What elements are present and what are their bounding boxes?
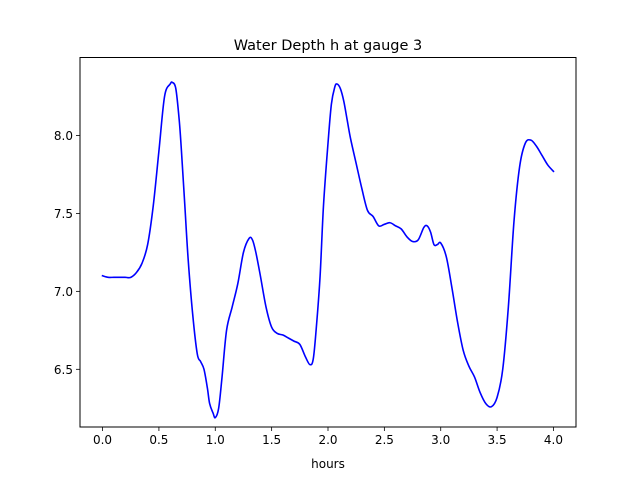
x-tick-label: 2.5 — [375, 433, 394, 447]
y-tick-label: 6.5 — [54, 363, 73, 377]
x-tick-label: 1.0 — [206, 433, 225, 447]
plot-frame — [79, 57, 577, 428]
y-tick-label: 7.5 — [54, 207, 73, 221]
x-tick-label: 3.0 — [431, 433, 450, 447]
x-tick-label: 3.5 — [488, 433, 507, 447]
x-tick-label: 1.5 — [262, 433, 281, 447]
y-tick-label: 7.0 — [54, 285, 73, 299]
plot-content — [101, 81, 555, 419]
series-line — [101, 81, 555, 419]
x-axis-ticks: 0.0 0.5 1.0 1.5 2.0 2.5 3.0 3.5 4.0 — [93, 427, 563, 447]
chart-title: Water Depth h at gauge 3 — [234, 38, 422, 54]
x-tick-label: 0.0 — [93, 433, 112, 447]
y-tick-label: 8.0 — [54, 129, 73, 143]
x-tick-label: 0.5 — [149, 433, 168, 447]
x-tick-label: 4.0 — [544, 433, 563, 447]
y-axis-ticks: 6.5 7.0 7.5 8.0 — [54, 129, 80, 377]
x-axis-label: hours — [311, 457, 345, 471]
x-tick-label: 2.0 — [318, 433, 337, 447]
